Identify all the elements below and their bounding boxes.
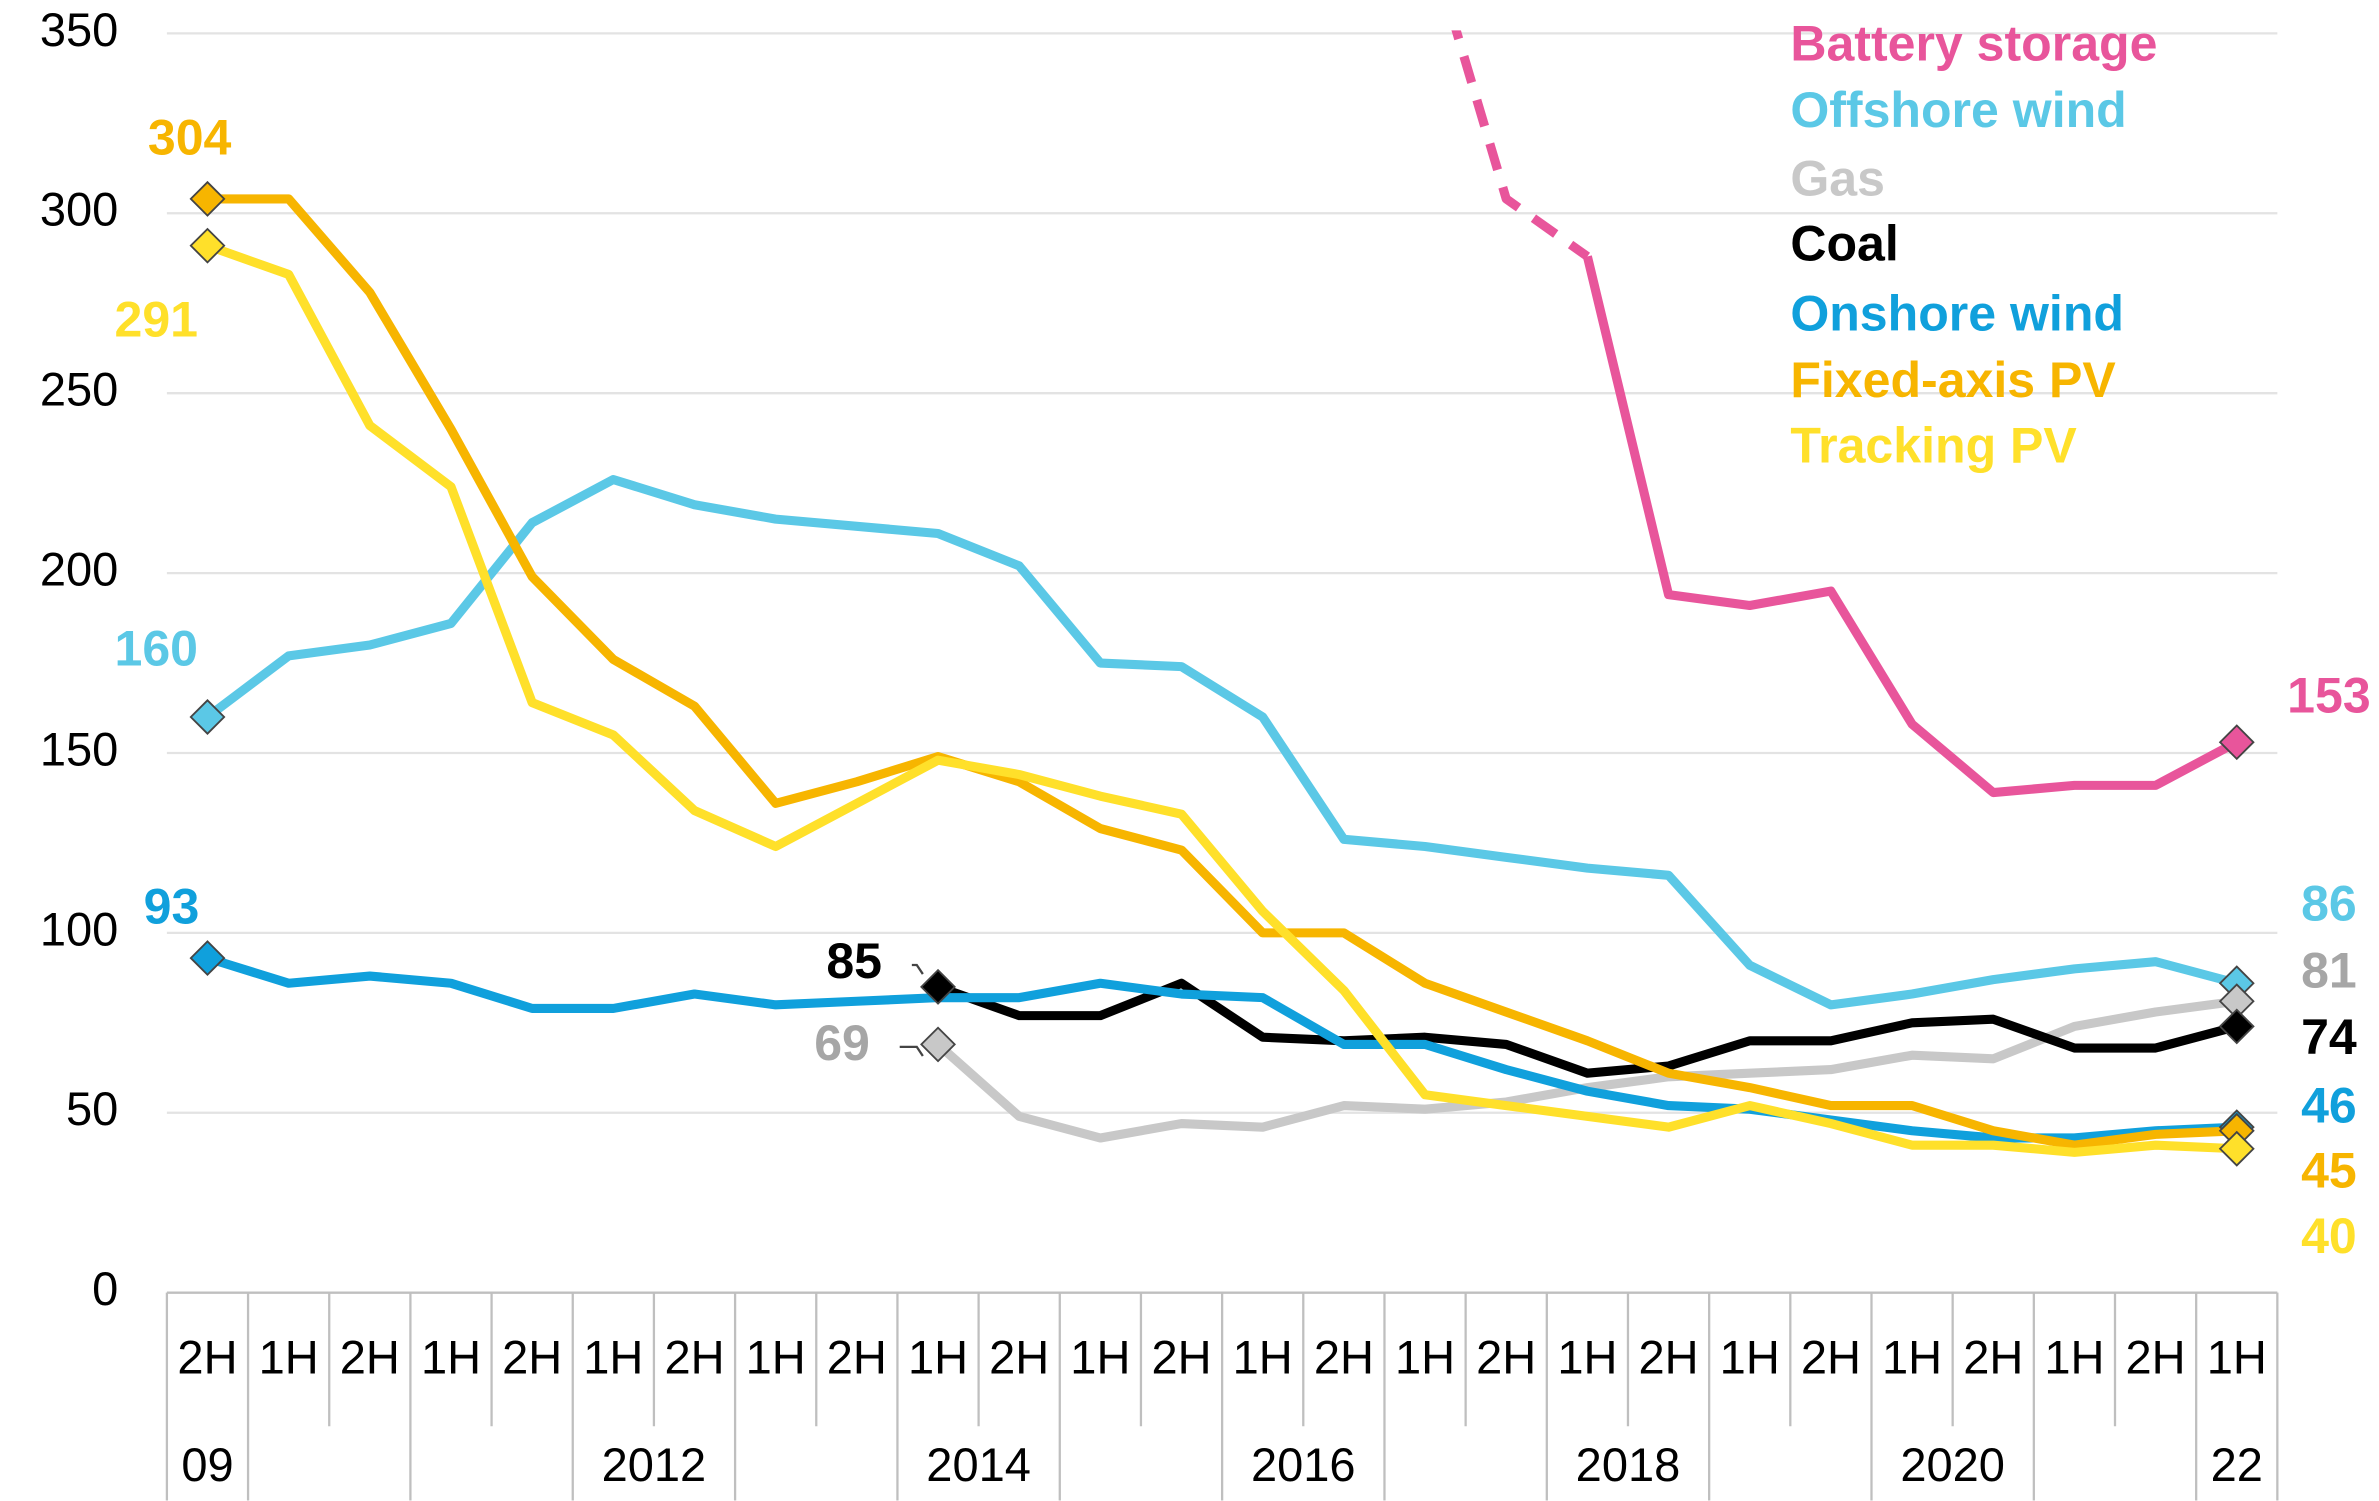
x-tick-label: 2H [1151,1330,1211,1383]
x-tick-label: 1H [583,1330,643,1383]
legend-entry: Battery storage [1790,15,2157,71]
plot-area [204,30,2239,1157]
x-tick-label: 1H [1720,1330,1780,1383]
y-tick-label: 300 [40,183,118,236]
x-tick-label: 1H [2044,1330,2104,1383]
y-tick-label: 100 [40,902,118,955]
data-label: 93 [144,879,200,935]
x-tick-label: 2H [340,1330,400,1383]
data-label: 153 [2287,668,2371,724]
leader-line [899,1045,924,1057]
y-tick-label: 50 [66,1082,118,1135]
x-tick-label: 1H [421,1330,481,1383]
marker [189,699,226,735]
marker [2218,1008,2255,1045]
marker [189,940,226,977]
x-group-label: 2016 [1251,1438,1356,1491]
marker [920,968,956,1005]
data-label: 304 [148,109,232,165]
legend-entry: Coal [1790,216,1898,272]
y-tick-label: 350 [40,3,118,56]
data-label: 69 [814,1015,870,1071]
y-tick-label: 250 [40,363,118,416]
data-label: 45 [2301,1143,2357,1199]
marker [2218,724,2255,761]
y-tick-label: 0 [92,1262,118,1315]
x-tick-label: 1H [1882,1330,1942,1383]
data-label: 291 [115,291,199,347]
data-label: 160 [115,621,199,677]
x-tick-label: 1H [908,1330,968,1383]
data-label: 74 [2301,1009,2357,1065]
x-tick-label: 2H [2126,1330,2186,1383]
series-line [207,194,2237,1150]
x-tick-label: 1H [1233,1330,1293,1383]
x-tick-label: 1H [1395,1330,1455,1383]
data-label: 46 [2301,1077,2357,1133]
x-tick-label: 1H [746,1330,806,1383]
data-label: 40 [2301,1208,2357,1264]
x-tick-label: 1H [259,1330,319,1383]
x-tick-label: 2H [827,1330,887,1383]
x-tick-label: 2H [664,1330,724,1383]
series-line [205,241,2237,1157]
x-tick-label: 2H [177,1330,237,1383]
legend-entry: Gas [1790,150,1885,206]
legend-entry: Fixed-axis PV [1790,352,2116,408]
x-group-label: 09 [181,1438,233,1491]
data-label: 86 [2301,876,2357,932]
series-line [206,953,2237,1143]
data-label: 85 [826,933,882,989]
marker [920,1026,956,1063]
series-line [1451,30,1591,261]
marker [189,227,226,264]
marker [2218,1130,2255,1167]
y-tick-label: 150 [40,722,118,775]
series-line [936,978,2238,1078]
x-tick-label: 2H [1476,1330,1536,1383]
legend-entry: Tracking PV [1790,417,2077,473]
x-tick-label: 2H [1963,1330,2023,1383]
x-group-label: 2018 [1576,1438,1681,1491]
x-tick-label: 2H [1639,1330,1699,1383]
x-group-label: 2012 [602,1438,707,1491]
x-tick-label: 2H [1801,1330,1861,1383]
x-group-label: 22 [2211,1438,2263,1491]
x-tick-label: 2H [502,1330,562,1383]
x-tick-label: 2H [989,1330,1049,1383]
series-line [204,474,2238,1010]
leader-line [911,963,924,975]
x-tick-label: 1H [1070,1330,1130,1383]
x-tick-label: 1H [2207,1330,2267,1383]
x-tick-label: 1H [1557,1330,1617,1383]
x-group-label: 2020 [1900,1438,2005,1491]
x-tick-label: 2H [1314,1330,1374,1383]
legend-entry: Offshore wind [1790,82,2126,138]
legend-entry: Onshore wind [1790,285,2124,341]
data-label: 81 [2301,942,2357,998]
marker [189,180,226,217]
y-tick-label: 200 [40,543,118,596]
series-line [1582,255,2239,798]
x-group-label: 2014 [926,1438,1031,1491]
